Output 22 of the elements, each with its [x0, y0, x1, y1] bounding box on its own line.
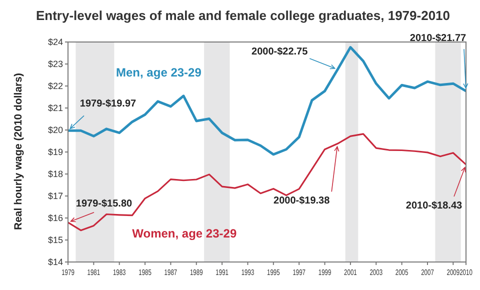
y-tick-label: $20 [48, 125, 63, 136]
annotation: 1979-$15.80 [76, 198, 133, 210]
annotation: 1979-$19.97 [80, 98, 137, 110]
annotation: 2010-$21.77 [410, 33, 467, 44]
text: Men, age 23-29 [116, 65, 202, 80]
chart-title: Entry-level wages of male and female college graduates, 1979-2010 [34, 8, 452, 25]
y-tick-label: $22 [48, 81, 63, 92]
y-tick-label: $19 [48, 147, 63, 158]
y-tick-label: $23 [48, 59, 63, 70]
y-tick-label: $15 [48, 235, 63, 246]
annotation: 2010-$18.43 [406, 200, 463, 212]
annotation: 2000-$22.75 [252, 46, 308, 58]
y-tick-label: $18 [48, 169, 63, 180]
y-axis-title: Real hourly wage (2010 dollars) [12, 73, 25, 230]
y-tick-label: $17 [48, 191, 63, 202]
y-tick-label: $16 [48, 213, 63, 224]
y-tick-label: $24 [48, 37, 63, 48]
y-tick-label: $14 [48, 257, 63, 268]
y-tick-label: $21 [48, 103, 63, 114]
line-series [68, 46, 466, 156]
annotation: 2000-$19.38 [274, 196, 330, 207]
series-label: Women, age 23-29 [132, 226, 237, 240]
